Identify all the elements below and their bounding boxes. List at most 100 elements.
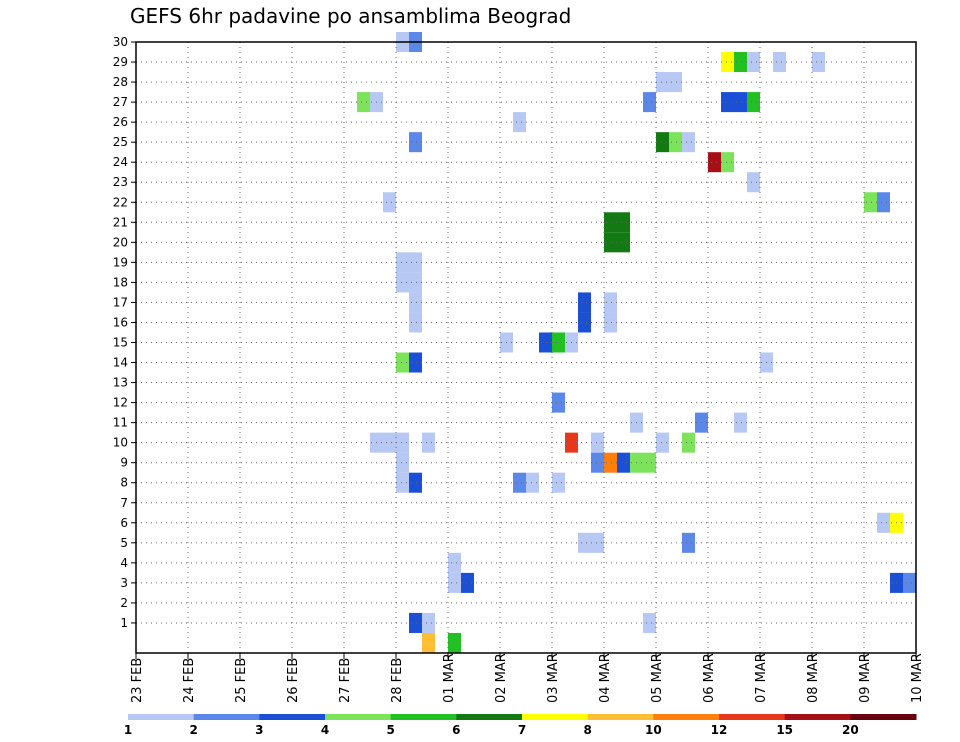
heat-cell [747,52,760,73]
heat-cell [604,452,617,473]
y-tick-label: 7 [120,496,128,510]
y-tick-label: 29 [113,55,128,69]
plot-frame [135,41,917,654]
y-tick-label: 18 [113,275,128,289]
heat-cell [409,472,422,493]
heat-cell [656,132,669,153]
y-tick-label: 2 [120,596,128,610]
colorbar-swatch [719,714,786,720]
colorbar-label: 8 [583,723,591,737]
heat-cell [409,612,422,633]
heat-cell [396,352,409,373]
heat-cell [656,432,669,453]
heat-cell [877,512,890,533]
x-tick-label: 02 MAR [494,653,509,703]
heat-cell [604,312,617,333]
colorbar-swatch [587,714,654,720]
heat-cell [617,232,630,253]
heat-cell [669,72,682,93]
heat-cell [591,452,604,473]
y-tick-label: 6 [120,516,128,530]
heat-cell [422,612,435,633]
y-tick-label: 19 [113,255,128,269]
heat-cell [734,412,747,433]
heat-cell [409,132,422,153]
heat-cell [721,92,734,113]
heat-cell [578,312,591,333]
heat-cell [409,292,422,313]
heat-cell [396,432,409,453]
colorbar-label: 7 [518,723,526,737]
colorbar-swatch [128,714,195,720]
heat-cell [682,132,695,153]
heat-cell [604,292,617,313]
colorbar-label: 3 [255,723,263,737]
x-tick-label: 26 FEB [286,658,301,703]
y-tick-label: 24 [113,155,128,169]
grid-layer [136,41,916,653]
y-tick-label: 20 [113,235,128,249]
heat-cell [656,72,669,93]
x-tick-label: 28 FEB [390,658,405,703]
heat-cell [409,352,422,373]
heat-cell [552,392,565,413]
heat-cell [604,232,617,253]
y-tick-label: 14 [113,356,128,370]
colorbar-label: 20 [842,723,859,737]
heat-cell [591,432,604,453]
colorbar-swatch [259,714,326,720]
y-tick-label: 12 [113,396,128,410]
y-tick-label: 23 [113,175,128,189]
x-tick-label: 06 MAR [702,653,717,703]
colorbar-label: 4 [321,723,329,737]
heat-cell [422,632,435,653]
x-tick-label: 24 FEB [182,658,197,703]
y-tick-label: 26 [113,115,128,129]
colorbar-swatch [653,714,720,720]
colorbar-label: 12 [711,723,728,737]
heat-cell [422,432,435,453]
heat-cell [708,152,721,173]
heat-cell [396,252,409,273]
heat-cell [682,532,695,553]
heat-cell [617,212,630,233]
heat-cell [747,172,760,193]
y-tick-label: 10 [113,436,128,450]
y-tick-label: 4 [120,556,128,570]
heat-cell [539,332,552,353]
heat-cell [396,472,409,493]
heat-cell [643,612,656,633]
heat-cell [721,52,734,73]
colorbar-swatch [325,714,392,720]
x-tick-label: 10 MAR [910,653,925,703]
heat-cell [448,572,461,593]
heat-cell [448,552,461,573]
heat-cell [643,452,656,473]
heat-cell [617,452,630,473]
x-tick-label: 09 MAR [858,653,873,703]
colorbar-swatch [784,714,851,720]
colorbar-label: 5 [386,723,394,737]
x-tick-label: 03 MAR [546,653,561,703]
y-tick-label: 9 [120,456,128,470]
x-tick-label: 25 FEB [234,658,249,703]
y-tick-label: 21 [113,215,128,229]
heat-cell [747,92,760,113]
colorbar-label: 1 [124,723,132,737]
heat-cell [682,432,695,453]
y-tick-label: 5 [120,536,128,550]
y-tick-label: 13 [113,376,128,390]
heat-cell [669,132,682,153]
colorbar-swatch [522,714,589,720]
heat-cell [383,432,396,453]
heat-cell [903,572,916,593]
heat-cell [357,92,370,113]
y-tick-label: 1 [120,616,128,630]
heat-cell [643,92,656,113]
heat-cell [383,192,396,213]
heat-cell [591,532,604,553]
heat-cell [396,452,409,473]
colorbar: 1 2 3 4 5 6 7 8 10 12 15 20 [124,714,917,737]
colorbar-swatch [456,714,523,720]
